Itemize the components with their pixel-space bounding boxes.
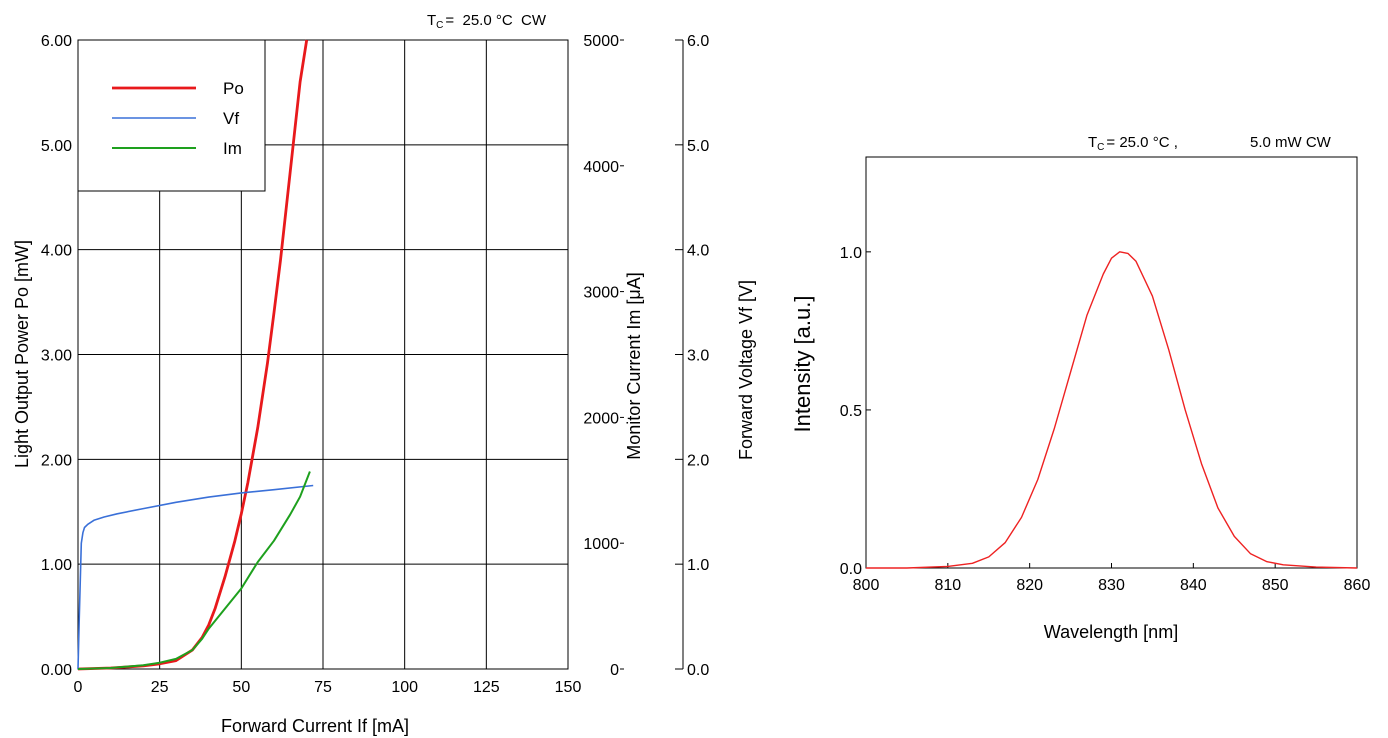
right-plot-frame [865,156,1358,569]
series-vf-line [77,484,314,670]
right-x-tick-label: 820 [1016,577,1043,594]
po-tick-label: 6.00 [41,33,72,50]
po-axis-tick-labels: 0.00 1.00 2.00 3.00 4.00 5.00 6.00 [41,33,72,679]
po-tick-label: 4.00 [41,243,72,260]
po-tick-label: 5.00 [41,138,72,155]
right-x-axis-label: Wavelength [nm] [1044,622,1178,642]
legend-label-im: Im [223,139,242,158]
left-x-tick-label: 50 [232,679,250,696]
left-chart-header: TC = 25.0 °C CW [427,12,547,31]
left-x-tick-label: 100 [391,679,418,696]
left-x-tick-label: 75 [314,679,332,696]
im-tick-label: 3000 [583,285,619,302]
right-x-tick-label: 830 [1098,577,1125,594]
legend-entries: Po Vf Im [112,79,244,158]
legend: Po Vf Im [77,39,266,192]
vf-tick-label: 2.0 [687,452,709,469]
po-tick-label: 2.00 [41,452,72,469]
vf-tick-label: 3.0 [687,348,709,365]
series-im-line [77,471,311,670]
right-x-tick-labels: 800 810 820 830 840 850 860 [853,563,1371,594]
series-po-line [77,39,309,671]
left-chart-series [77,39,314,671]
li-characteristics-chart: TC = 25.0 °C CW 0 25 50 75 100 125 150 0.001.00… [12,12,756,736]
right-x-tick-label: 860 [1344,577,1371,594]
po-tick-label: 1.00 [41,557,72,574]
right-chart-header: TC = 25.0 °C , [1088,134,1178,153]
right-y-axis-label: Intensity [a.u.] [790,296,815,433]
right-x-tick-label: 800 [853,577,880,594]
left-x-tick-label: 0 [74,679,83,696]
right-y-tick-label: 0.5 [840,403,862,420]
legend-label-po: Po [223,79,244,98]
po-tick-label: 3.00 [41,348,72,365]
vf-tick-label: 0.0 [687,662,709,679]
right-x-tick-label: 810 [934,577,961,594]
right-y-tick-label: 1.0 [840,245,862,262]
left-x-tick-labels: 0 25 50 75 100 125 150 [74,679,582,696]
po-axis-label: Light Output Power Po [mW] [12,240,32,468]
im-axis: 0 1000 2000 3000 4000 5000 [583,33,624,679]
spectrum-chart: TC = 25.0 °C , 5.0 mW CW 800 810 820 830 840 8… [790,134,1370,642]
left-x-tick-label: 125 [473,679,500,696]
left-x-axis-label: Forward Current If [mA] [221,716,409,736]
vf-axis: 0.0 1.0 2.0 3.0 4.0 5.0 6.0 [675,33,709,679]
left-x-tick-label: 150 [555,679,582,696]
legend-box [77,39,266,192]
po-tick-label: 0.00 [41,662,72,679]
im-tick-label: 1000 [583,536,619,553]
spectrum-series [866,251,1358,569]
im-tick-label: 4000 [583,159,619,176]
im-tick-label: 0 [610,662,619,679]
vf-tick-label: 6.0 [687,33,709,50]
im-tick-label: 2000 [583,410,619,427]
right-x-tick-label: 850 [1262,577,1289,594]
vf-axis-label: Forward Voltage Vf [V] [736,280,756,460]
spectrum-line [866,251,1358,569]
im-axis-label: Monitor Current Im [μA] [624,272,644,459]
right-chart-power: 5.0 mW CW [1250,134,1332,151]
right-x-tick-label: 840 [1180,577,1207,594]
right-y-tick-label: 0.0 [840,561,862,578]
vf-tick-label: 5.0 [687,138,709,155]
left-plot-frame [77,39,569,670]
legend-label-vf: Vf [223,109,239,128]
vf-tick-label: 4.0 [687,243,709,260]
left-x-tick-label: 25 [151,679,169,696]
im-tick-label: 5000 [583,33,619,50]
vf-tick-label: 1.0 [687,557,709,574]
